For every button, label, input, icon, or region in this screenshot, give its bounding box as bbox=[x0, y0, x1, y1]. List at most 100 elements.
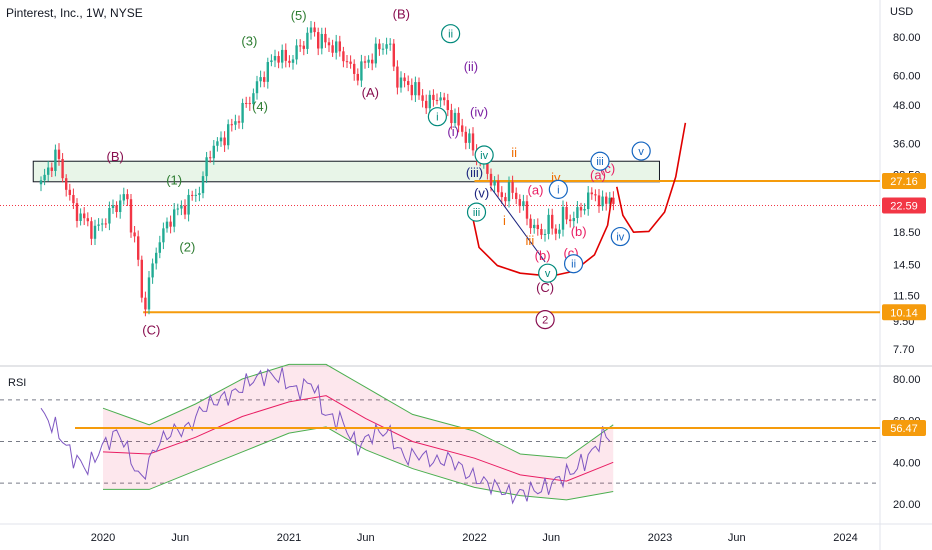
price-badge-bg bbox=[882, 304, 926, 321]
candle-body bbox=[432, 94, 435, 100]
candle-body bbox=[425, 100, 428, 109]
price-tick-label: 14.50 bbox=[893, 260, 921, 272]
rsi-line bbox=[40, 367, 611, 505]
candle-body bbox=[612, 197, 615, 204]
price-tick-label: 18.50 bbox=[893, 227, 921, 239]
wave-label: (C) bbox=[142, 322, 160, 337]
wave-circle bbox=[548, 179, 568, 199]
candle-body bbox=[381, 48, 385, 50]
candle-body bbox=[450, 110, 453, 124]
candle-body bbox=[468, 133, 471, 143]
candle-body bbox=[158, 242, 161, 253]
circled-wave-label: ii bbox=[441, 24, 461, 44]
wave-label: i bbox=[503, 213, 506, 228]
time-tick-label: Jun bbox=[542, 532, 560, 544]
candle-body bbox=[72, 194, 75, 204]
price-badge: 22.59 bbox=[882, 197, 926, 214]
wave-label: ii bbox=[571, 259, 576, 271]
candle-body bbox=[353, 63, 356, 74]
candle-body bbox=[248, 103, 251, 105]
resistance-zone bbox=[32, 160, 660, 183]
candle-body bbox=[122, 194, 125, 201]
candle-body bbox=[86, 218, 89, 222]
candle-body bbox=[608, 197, 611, 204]
candle-body bbox=[367, 59, 370, 63]
circled-wave-label: ii bbox=[563, 254, 584, 274]
candle-body bbox=[317, 32, 320, 49]
candle-body bbox=[417, 82, 421, 96]
candle-body bbox=[605, 196, 608, 204]
candle-body bbox=[219, 137, 223, 142]
candle-body bbox=[281, 49, 284, 63]
time-tick-label: 2024 bbox=[833, 532, 857, 544]
candle-body bbox=[43, 174, 46, 181]
candle-body bbox=[407, 81, 410, 85]
circled-wave-label: i bbox=[548, 179, 568, 199]
candle-body bbox=[540, 229, 543, 235]
wave-circle bbox=[631, 141, 651, 161]
price-tick-label: 48.00 bbox=[893, 100, 921, 112]
circled-wave-label: 2 bbox=[535, 310, 555, 330]
price-badge-bg bbox=[882, 172, 926, 189]
wave-label: iii bbox=[596, 156, 603, 168]
candle-body bbox=[569, 219, 572, 222]
candle-body bbox=[306, 32, 309, 49]
candle-body bbox=[587, 192, 590, 210]
candle-body bbox=[68, 189, 71, 195]
wave-label: (5) bbox=[291, 8, 307, 23]
candle-body bbox=[421, 95, 424, 101]
wave-label: (B) bbox=[107, 149, 124, 164]
candle-body bbox=[115, 205, 118, 213]
candle-body bbox=[57, 149, 61, 159]
candle-body bbox=[187, 194, 190, 215]
wave-label: v bbox=[638, 146, 644, 158]
wave-label: ii bbox=[511, 145, 517, 160]
candle-body bbox=[216, 141, 219, 146]
candle-body bbox=[389, 43, 392, 45]
candle-body bbox=[345, 61, 349, 63]
candle-body bbox=[601, 196, 604, 207]
rsi-title: RSI bbox=[8, 377, 27, 389]
circled-wave-label: v bbox=[631, 141, 651, 161]
candle-body bbox=[457, 112, 460, 126]
price-tick-label: 80.00 bbox=[893, 32, 921, 44]
candle-body bbox=[486, 160, 489, 174]
candle-body bbox=[126, 194, 129, 200]
candle-body bbox=[54, 149, 57, 171]
candle-body bbox=[453, 112, 457, 124]
candle-body bbox=[140, 259, 143, 298]
chart-title: Pinterest, Inc., 1W, NYSE bbox=[6, 6, 143, 20]
candle-body bbox=[65, 178, 68, 190]
candle-body bbox=[108, 208, 111, 224]
candle-body bbox=[554, 228, 557, 234]
candle-body bbox=[176, 208, 179, 210]
candle-body bbox=[428, 94, 431, 109]
candle-body bbox=[212, 145, 215, 159]
candle-body bbox=[75, 203, 79, 221]
candle-body bbox=[191, 194, 194, 196]
rsi-tick-label: 20.00 bbox=[893, 499, 921, 511]
wave-label: (b) bbox=[535, 248, 551, 263]
circled-wave-label: v bbox=[538, 263, 558, 283]
currency-label: USD bbox=[890, 6, 913, 18]
candle-body bbox=[583, 209, 586, 211]
candle-body bbox=[363, 61, 367, 63]
wave-circle bbox=[538, 263, 558, 283]
candle-body bbox=[576, 207, 579, 219]
candle-body bbox=[302, 45, 305, 49]
candle-body bbox=[277, 56, 280, 63]
candle-body bbox=[338, 41, 341, 52]
candle-body bbox=[565, 207, 568, 220]
candle-body bbox=[299, 45, 302, 47]
candle-body bbox=[169, 221, 172, 227]
candle-body bbox=[101, 223, 104, 225]
price-tick-label: 36.00 bbox=[893, 138, 921, 150]
candle-body bbox=[385, 44, 388, 49]
candle-body bbox=[165, 221, 169, 229]
circled-wave-label: iii bbox=[466, 202, 487, 222]
candle-body bbox=[155, 252, 158, 264]
candle-body bbox=[295, 45, 298, 60]
candle-body bbox=[349, 61, 352, 64]
